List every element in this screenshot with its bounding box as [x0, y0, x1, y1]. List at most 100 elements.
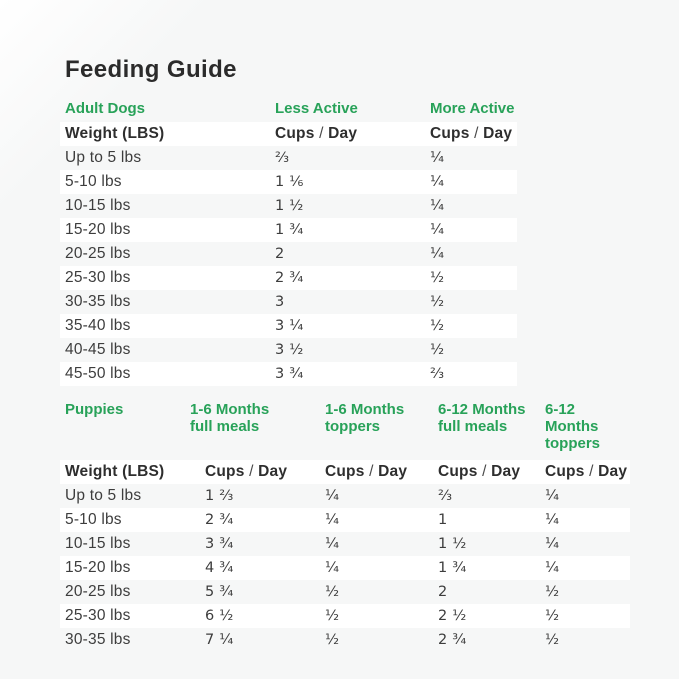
page-title: Feeding Guide — [65, 56, 237, 83]
toppers-1-6-cell: ¼ — [325, 560, 340, 576]
cups-day-header: Cups / Day — [545, 460, 630, 484]
day-label: Day — [378, 463, 408, 480]
meals-6-12-cell: 1 — [438, 512, 448, 528]
weight-column-header: Weight (LBS) — [65, 463, 165, 480]
slash-label: / — [319, 125, 324, 142]
table-row: 40-45 lbs 3 ½ ½ — [60, 338, 517, 362]
meals-1-6-cell: 5 ¾ — [205, 584, 234, 600]
more-active-cell: ¼ — [430, 150, 445, 166]
less-active-cell: 2 — [275, 246, 285, 262]
weight-cell: Up to 5 lbs — [65, 487, 142, 504]
weight-cell: 35-40 lbs — [65, 317, 131, 334]
cups-day-header: Cups / Day — [275, 122, 430, 146]
more-active-cell: ⅔ — [430, 366, 445, 382]
more-active-cell: ½ — [430, 270, 445, 286]
toppers-6-12-cell: ½ — [545, 584, 560, 600]
meals-6-12-cell: ⅔ — [438, 488, 453, 504]
weight-cell: 30-35 lbs — [65, 631, 131, 648]
table-row: Up to 5 lbs ⅔ ¼ — [60, 146, 517, 170]
puppies-table: Puppies 1-6 Months full meals 1-6 Months… — [60, 401, 630, 652]
toppers-6-12-cell: ¼ — [545, 488, 560, 504]
less-active-cell: 3 ¾ — [275, 366, 304, 382]
slash-label: / — [249, 463, 254, 480]
toppers-6-12-cell: ¼ — [545, 536, 560, 552]
toppers-1-6-cell: ¼ — [325, 512, 340, 528]
column-header-line1: 1-6 Months — [325, 401, 405, 418]
weight-cell: Up to 5 lbs — [65, 149, 142, 166]
slash-label: / — [369, 463, 374, 480]
weight-cell: 20-25 lbs — [65, 245, 131, 262]
meals-1-6-cell: 2 ¾ — [205, 512, 234, 528]
adult-dogs-table: Adult Dogs Less Active More Active Weigh… — [60, 100, 630, 386]
cups-label: Cups — [430, 125, 470, 142]
more-active-cell: ¼ — [430, 198, 445, 214]
weight-cell: 5-10 lbs — [65, 511, 122, 528]
cups-label: Cups — [438, 463, 478, 480]
column-header-line2: toppers — [545, 435, 601, 452]
meals-1-6-cell: 1 ⅔ — [205, 488, 234, 504]
column-header-line2: full meals — [438, 418, 508, 435]
table-row: 20-25 lbs 5 ¾ ½ 2 ½ — [60, 580, 630, 604]
cups-day-header: Cups / Day — [190, 460, 325, 484]
table-row: 10-15 lbs 3 ¾ ¼ 1 ½ ¼ — [60, 532, 630, 556]
day-label: Day — [598, 463, 628, 480]
weight-cell: 30-35 lbs — [65, 293, 131, 310]
meals-1-6-cell: 6 ½ — [205, 608, 234, 624]
more-active-cell: ¼ — [430, 246, 445, 262]
day-label: Day — [328, 125, 358, 142]
table-row: 25-30 lbs 2 ¾ ½ — [60, 266, 517, 290]
meals-6-12-cell: 1 ½ — [438, 536, 467, 552]
table-row: 20-25 lbs 2 ¼ — [60, 242, 517, 266]
cups-label: Cups — [275, 125, 315, 142]
table-row: 5-10 lbs 1 ⅙ ¼ — [60, 170, 517, 194]
column-header-line2: full meals — [190, 418, 260, 435]
toppers-1-6-cell: ½ — [325, 632, 340, 648]
less-active-cell: ⅔ — [275, 150, 290, 166]
weight-column-header: Weight (LBS) — [65, 125, 165, 142]
cups-day-header: Cups / Day — [325, 460, 438, 484]
column-header-line1: 6-12 Months — [545, 401, 599, 435]
meals-6-12-cell: 2 ¾ — [438, 632, 467, 648]
content-area: Feeding Guide Adult Dogs Less Active Mor… — [60, 56, 630, 652]
cups-day-header: Cups / Day — [430, 122, 517, 146]
puppies-table-header-row: Weight (LBS) Cups / Day Cups / Day Cups … — [60, 460, 630, 484]
less-active-cell: 3 ¼ — [275, 318, 304, 334]
less-active-cell: 3 ½ — [275, 342, 304, 358]
meals-6-12-cell: 1 ¾ — [438, 560, 467, 576]
toppers-6-12-cell: ¼ — [545, 560, 560, 576]
table-row: 15-20 lbs 1 ¾ ¼ — [60, 218, 517, 242]
column-header-6-12-months-full-meals: 6-12 Months full meals — [438, 401, 545, 452]
column-header-line2: toppers — [325, 418, 381, 435]
weight-cell: 10-15 lbs — [65, 535, 131, 552]
table-row: 30-35 lbs 7 ¼ ½ 2 ¾ ½ — [60, 628, 630, 652]
weight-cell: 45-50 lbs — [65, 365, 131, 382]
table-row: 45-50 lbs 3 ¾ ⅔ — [60, 362, 517, 386]
less-active-cell: 1 ¾ — [275, 222, 304, 238]
weight-cell: 40-45 lbs — [65, 341, 131, 358]
cups-label: Cups — [545, 463, 585, 480]
column-header-6-12-months-toppers: 6-12 Months toppers — [545, 401, 630, 452]
toppers-1-6-cell: ¼ — [325, 488, 340, 504]
adult-table-header-row: Weight (LBS) Cups / Day Cups / Day — [60, 122, 517, 146]
column-header-1-6-months-toppers: 1-6 Months toppers — [325, 401, 438, 452]
less-active-cell: 1 ½ — [275, 198, 304, 214]
adult-table-title: Adult Dogs — [65, 100, 145, 117]
more-active-cell: ½ — [430, 318, 445, 334]
weight-cell: 15-20 lbs — [65, 559, 131, 576]
weight-cell: 5-10 lbs — [65, 173, 122, 190]
meals-1-6-cell: 7 ¼ — [205, 632, 234, 648]
meals-6-12-cell: 2 ½ — [438, 608, 467, 624]
toppers-6-12-cell: ½ — [545, 632, 560, 648]
weight-cell: 25-30 lbs — [65, 269, 131, 286]
slash-label: / — [589, 463, 594, 480]
meals-6-12-cell: 2 — [438, 584, 448, 600]
table-row: 30-35 lbs 3 ½ — [60, 290, 517, 314]
meals-1-6-cell: 3 ¾ — [205, 536, 234, 552]
slash-label: / — [474, 125, 479, 142]
toppers-1-6-cell: ½ — [325, 584, 340, 600]
table-row: Up to 5 lbs 1 ⅔ ¼ ⅔ ¼ — [60, 484, 630, 508]
adult-table-green-header: Adult Dogs Less Active More Active — [60, 100, 517, 122]
more-active-cell: ¼ — [430, 174, 445, 190]
column-header-less-active: Less Active — [275, 100, 358, 117]
toppers-1-6-cell: ¼ — [325, 536, 340, 552]
